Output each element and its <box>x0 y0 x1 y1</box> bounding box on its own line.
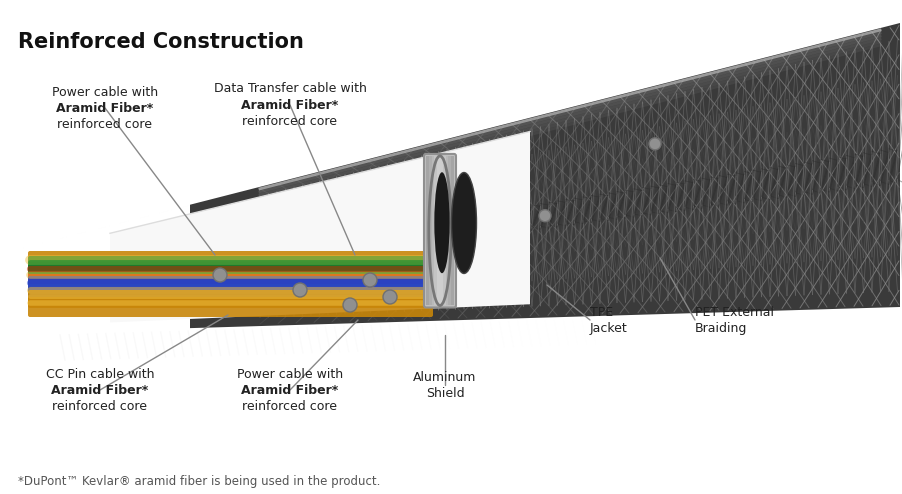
Polygon shape <box>189 23 899 328</box>
Text: *DuPont™ Kevlar® aramid fiber is being used in the product.: *DuPont™ Kevlar® aramid fiber is being u… <box>18 475 380 488</box>
FancyBboxPatch shape <box>28 262 433 284</box>
Circle shape <box>213 268 226 282</box>
Text: TPE: TPE <box>589 305 612 319</box>
Text: Aluminum: Aluminum <box>413 370 476 383</box>
Text: Braiding: Braiding <box>695 322 747 334</box>
FancyBboxPatch shape <box>426 156 428 305</box>
Text: reinforced core: reinforced core <box>243 400 337 412</box>
Ellipse shape <box>434 172 449 273</box>
FancyBboxPatch shape <box>28 256 433 274</box>
Text: Power cable with: Power cable with <box>236 368 343 380</box>
Text: Aramid Fiber*: Aramid Fiber* <box>56 101 153 115</box>
FancyBboxPatch shape <box>28 251 433 283</box>
Ellipse shape <box>451 172 476 274</box>
FancyBboxPatch shape <box>445 156 448 305</box>
FancyBboxPatch shape <box>448 156 451 305</box>
Text: Reinforced Construction: Reinforced Construction <box>18 32 304 52</box>
Text: Aramid Fiber*: Aramid Fiber* <box>241 98 338 112</box>
FancyBboxPatch shape <box>28 297 433 317</box>
Text: CC Pin cable with: CC Pin cable with <box>46 368 154 380</box>
FancyBboxPatch shape <box>424 154 456 307</box>
Text: Aramid Fiber*: Aramid Fiber* <box>51 383 149 397</box>
Text: PET External: PET External <box>695 305 773 319</box>
Text: Shield: Shield <box>425 386 464 400</box>
FancyBboxPatch shape <box>442 156 445 305</box>
Polygon shape <box>110 131 529 323</box>
Text: reinforced core: reinforced core <box>52 400 147 412</box>
FancyBboxPatch shape <box>434 156 437 305</box>
Circle shape <box>538 210 550 222</box>
Text: reinforced core: reinforced core <box>58 118 152 130</box>
Circle shape <box>363 273 376 287</box>
Text: reinforced core: reinforced core <box>243 115 337 127</box>
Circle shape <box>649 138 660 150</box>
Text: Data Transfer cable with: Data Transfer cable with <box>214 82 366 95</box>
FancyBboxPatch shape <box>431 156 434 305</box>
FancyBboxPatch shape <box>28 276 433 298</box>
Text: Power cable with: Power cable with <box>52 85 158 98</box>
FancyBboxPatch shape <box>439 156 442 305</box>
Circle shape <box>292 283 307 297</box>
Circle shape <box>343 298 356 312</box>
Circle shape <box>382 290 397 304</box>
FancyBboxPatch shape <box>437 156 439 305</box>
Text: Aramid Fiber*: Aramid Fiber* <box>241 383 338 397</box>
FancyBboxPatch shape <box>28 290 433 308</box>
FancyBboxPatch shape <box>451 156 454 305</box>
FancyBboxPatch shape <box>428 156 431 305</box>
FancyBboxPatch shape <box>28 267 433 293</box>
FancyBboxPatch shape <box>28 283 433 307</box>
Text: Jacket: Jacket <box>589 322 627 334</box>
